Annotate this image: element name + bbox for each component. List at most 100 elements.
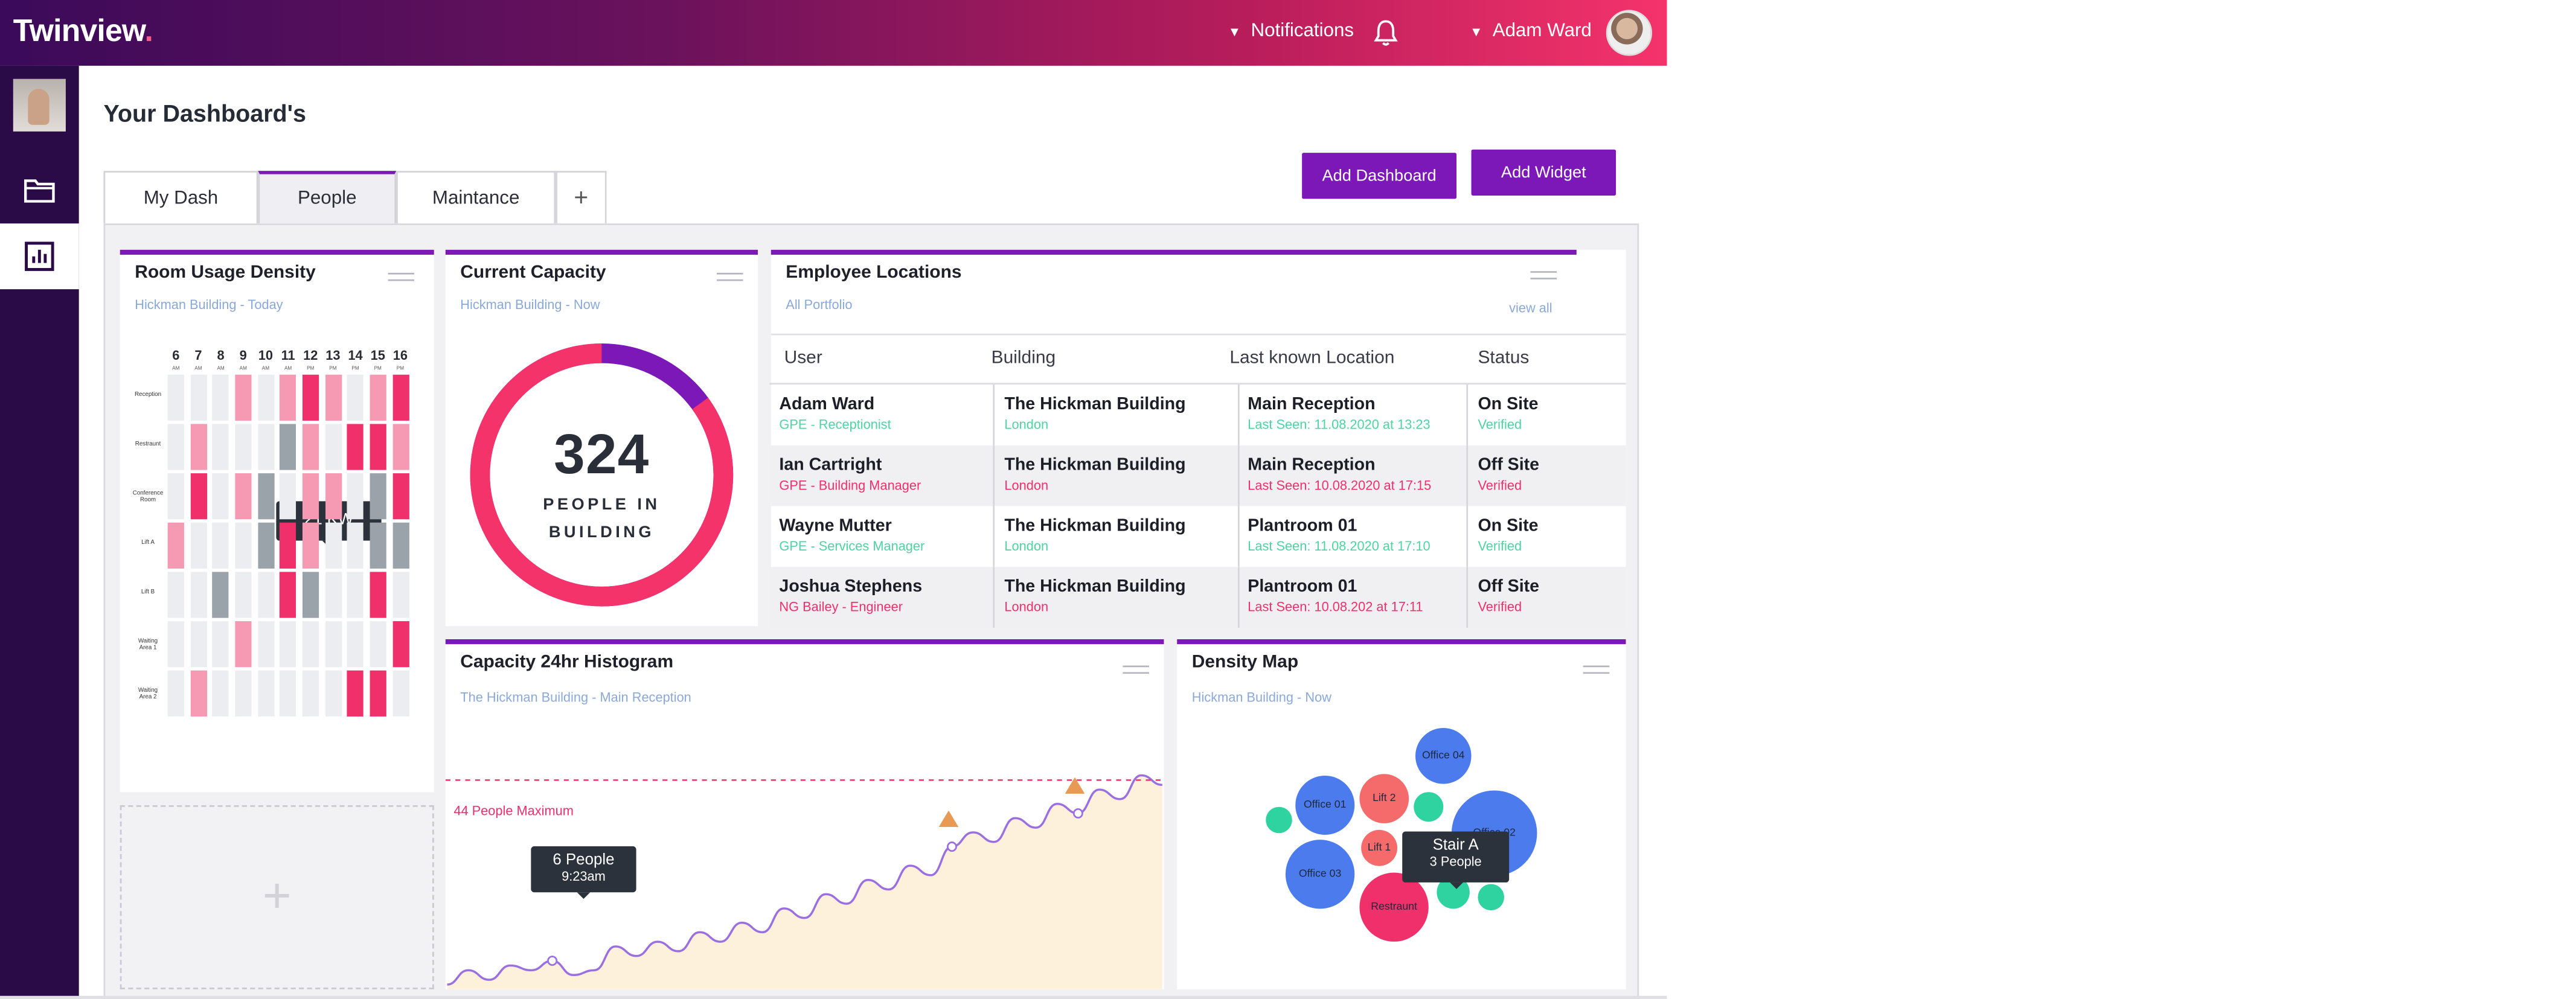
tab-my-dash[interactable]: My Dash [103, 171, 258, 224]
heatmap-cell[interactable] [302, 621, 319, 668]
heatmap-cell[interactable] [347, 670, 364, 717]
drag-handle-icon[interactable] [1583, 665, 1610, 674]
heatmap-cell[interactable] [302, 424, 319, 470]
heatmap-cell[interactable] [257, 621, 274, 668]
heatmap-cell[interactable] [280, 424, 296, 470]
heatmap-cell[interactable] [190, 572, 207, 618]
density-bubble[interactable] [1414, 792, 1444, 822]
heatmap-cell[interactable] [167, 374, 184, 421]
heatmap-cell[interactable] [302, 572, 319, 618]
heatmap-cell[interactable] [392, 621, 409, 668]
heatmap-cell[interactable] [190, 670, 207, 717]
drag-handle-icon[interactable] [716, 272, 743, 281]
heatmap-cell[interactable] [324, 424, 342, 470]
heatmap-cell[interactable] [212, 670, 229, 717]
add-tab-button[interactable]: + [556, 171, 607, 224]
heatmap-cell[interactable] [302, 374, 319, 421]
density-bubble[interactable] [1266, 806, 1292, 834]
heatmap-cell[interactable] [324, 572, 342, 618]
heatmap-cell[interactable] [257, 572, 274, 618]
heatmap-cell[interactable] [257, 670, 274, 717]
column-header-building[interactable]: Building [991, 348, 1056, 368]
sidebar-item-dashboards[interactable] [0, 223, 79, 290]
heatmap-cell[interactable] [392, 670, 409, 717]
histogram-point[interactable] [547, 956, 558, 966]
heatmap-cell[interactable] [190, 424, 207, 470]
heatmap-cell[interactable] [370, 424, 386, 470]
add-widget-placeholder[interactable]: + [120, 805, 434, 989]
heatmap-cell[interactable] [347, 621, 364, 668]
add-widget-button[interactable]: Add Widget [1471, 149, 1616, 196]
heatmap-cell[interactable] [235, 473, 252, 520]
heatmap-cell[interactable] [347, 473, 364, 520]
heatmap-cell[interactable] [392, 374, 409, 421]
heatmap-cell[interactable] [324, 621, 342, 668]
histogram-point[interactable] [1072, 808, 1083, 819]
heatmap-cell[interactable] [370, 522, 386, 569]
density-bubble[interactable] [1478, 884, 1504, 911]
table-row[interactable]: Ian Cartright GPE - Building Manager The H… [769, 445, 1626, 506]
heatmap-cell[interactable] [280, 621, 296, 668]
heatmap-cell[interactable] [302, 522, 319, 569]
heatmap-cell[interactable] [347, 424, 364, 470]
column-header-location[interactable]: Last known Location [1229, 348, 1395, 368]
heatmap-cell[interactable] [324, 374, 342, 421]
heatmap-cell[interactable] [257, 424, 274, 470]
heatmap-cell[interactable] [302, 670, 319, 717]
add-dashboard-button[interactable]: Add Dashboard [1302, 153, 1457, 199]
heatmap-cell[interactable] [212, 572, 229, 618]
heatmap-cell[interactable] [370, 374, 386, 421]
bell-icon[interactable] [1370, 16, 1402, 49]
density-bubble[interactable] [1415, 728, 1472, 784]
heatmap-cell[interactable] [347, 374, 364, 421]
warning-icon[interactable] [1065, 777, 1085, 794]
column-header-status[interactable]: Status [1478, 348, 1530, 368]
table-row[interactable]: Joshua Stephens NG Bailey - Engineer The H… [769, 567, 1626, 628]
heatmap-cell[interactable] [212, 473, 229, 520]
heatmap-cell[interactable] [392, 522, 409, 569]
heatmap-cell[interactable] [392, 473, 409, 520]
density-bubble[interactable] [1295, 775, 1355, 835]
heatmap-cell[interactable] [235, 374, 252, 421]
drag-handle-icon[interactable] [1530, 271, 1557, 279]
heatmap-cell[interactable] [235, 522, 252, 569]
heatmap-cell[interactable] [324, 670, 342, 717]
heatmap-cell[interactable] [257, 374, 274, 421]
heatmap-cell[interactable] [190, 473, 207, 520]
heatmap-cell[interactable] [212, 522, 229, 569]
user-menu[interactable]: ▼ Adam Ward [1470, 21, 1592, 41]
heatmap-cell[interactable] [167, 572, 184, 618]
column-header-user[interactable]: User [784, 348, 822, 368]
heatmap-cell[interactable] [370, 572, 386, 618]
sidebar-item-files[interactable] [0, 158, 79, 223]
heatmap-cell[interactable] [190, 374, 207, 421]
heatmap-cell[interactable] [324, 473, 342, 520]
drag-handle-icon[interactable] [1123, 665, 1149, 674]
warning-icon[interactable] [938, 810, 959, 827]
profile-avatar[interactable] [13, 78, 66, 132]
heatmap-cell[interactable] [235, 670, 252, 717]
density-bubble[interactable] [1359, 872, 1429, 942]
drag-handle-icon[interactable] [388, 272, 415, 281]
heatmap-cell[interactable] [167, 522, 184, 569]
heatmap-cell[interactable] [235, 621, 252, 668]
heatmap-cell[interactable] [280, 670, 296, 717]
heatmap-cell[interactable] [167, 473, 184, 520]
view-all-link[interactable]: view all [1509, 301, 1552, 316]
app-logo[interactable]: Twinview. [13, 14, 153, 49]
heatmap-cell[interactable] [392, 424, 409, 470]
user-avatar[interactable] [1606, 10, 1653, 56]
density-bubble[interactable] [1285, 840, 1355, 909]
tab-people[interactable]: People [258, 171, 397, 224]
heatmap-cell[interactable] [347, 522, 364, 569]
heatmap-cell[interactable] [257, 522, 274, 569]
density-bubble[interactable] [1361, 829, 1398, 866]
heatmap-cell[interactable] [190, 522, 207, 569]
notifications-menu[interactable]: ▼ Notifications [1228, 21, 1354, 41]
heatmap-cell[interactable] [392, 572, 409, 618]
heatmap-cell[interactable] [370, 473, 386, 520]
heatmap-cell[interactable] [302, 473, 319, 520]
tab-maintance[interactable]: Maintance [396, 171, 556, 224]
heatmap-cell[interactable] [167, 621, 184, 668]
heatmap-cell[interactable] [167, 424, 184, 470]
